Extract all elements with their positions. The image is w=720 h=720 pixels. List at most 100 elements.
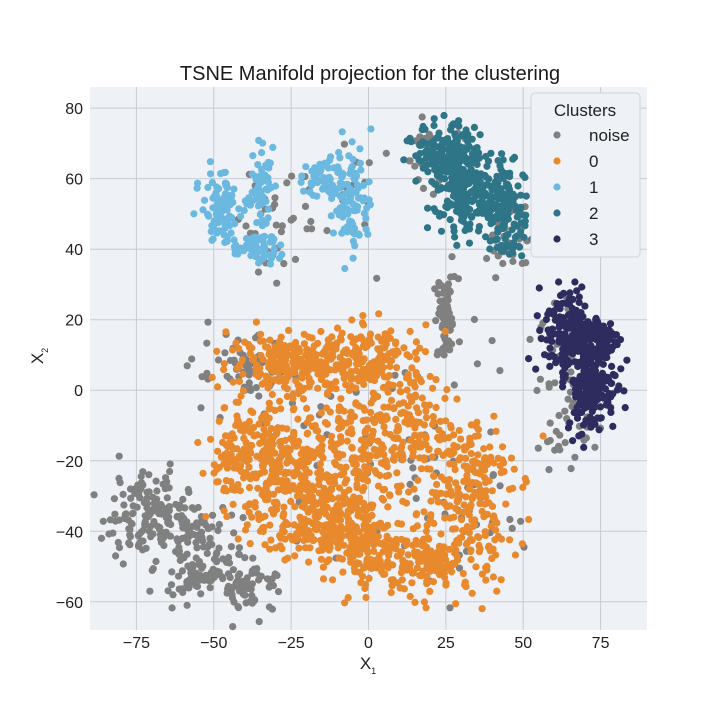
scatter-point (277, 228, 285, 236)
scatter-point (355, 402, 363, 410)
scatter-point (359, 321, 368, 329)
scatter-point (532, 365, 540, 373)
scatter-point (468, 589, 476, 597)
scatter-point (408, 579, 416, 587)
scatter-point (375, 551, 383, 559)
scatter-point (349, 155, 357, 163)
scatter-point (522, 192, 530, 200)
scatter-point (555, 411, 563, 420)
scatter-point (317, 409, 325, 417)
scatter-point (428, 488, 436, 496)
scatter-point (352, 344, 360, 352)
scatter-point (534, 444, 542, 452)
scatter-point (412, 338, 420, 346)
scatter-point (488, 487, 496, 495)
scatter-point (374, 482, 383, 490)
scatter-point (497, 165, 505, 174)
scatter-point (272, 221, 280, 229)
scatter-point (420, 598, 428, 606)
scatter-point (598, 369, 607, 377)
scatter-point (514, 182, 522, 190)
scatter-point (174, 548, 182, 556)
scatter-point (258, 149, 266, 157)
scatter-point (126, 485, 135, 493)
scatter-point (418, 555, 427, 563)
legend-label: 1 (589, 178, 598, 197)
scatter-point (286, 446, 294, 454)
scatter-point (422, 604, 430, 612)
scatter-point (205, 212, 213, 220)
scatter-point (280, 375, 288, 383)
scatter-point (249, 423, 258, 432)
scatter-point (330, 474, 338, 482)
scatter-point (421, 148, 429, 157)
scatter-point (463, 539, 471, 547)
scatter-point (256, 210, 264, 219)
scatter-point (287, 434, 295, 442)
scatter-point (111, 510, 119, 518)
scatter-point (255, 513, 263, 521)
scatter-point (459, 145, 467, 153)
scatter-point (344, 357, 353, 365)
scatter-point (327, 438, 335, 446)
scatter-point (380, 562, 388, 570)
scatter-point (567, 465, 575, 473)
scatter-point (439, 166, 447, 174)
scatter-point (518, 259, 526, 267)
scatter-point (434, 447, 442, 455)
scatter-point (257, 198, 265, 206)
scatter-point (494, 186, 503, 194)
scatter-point (478, 507, 486, 516)
x-tick-label: −50 (200, 635, 227, 652)
scatter-point (416, 375, 424, 383)
scatter-point (399, 556, 407, 565)
scatter-point (462, 454, 470, 462)
scatter-point (336, 423, 344, 432)
scatter-point (361, 406, 369, 414)
scatter-point (163, 494, 171, 502)
scatter-point (154, 522, 162, 530)
scatter-point (291, 255, 300, 263)
scatter-point (361, 343, 369, 352)
scatter-point (430, 418, 438, 426)
scatter-point (252, 370, 260, 379)
scatter-point (477, 460, 485, 469)
scatter-point (581, 371, 589, 379)
scatter-point (421, 348, 430, 356)
scatter-point (370, 417, 378, 425)
scatter-point (422, 434, 430, 442)
scatter-point (295, 390, 303, 398)
scatter-point (247, 407, 255, 415)
scatter-point (482, 189, 490, 198)
scatter-point (327, 443, 335, 451)
scatter-point (322, 474, 330, 482)
scatter-point (210, 469, 218, 477)
scatter-point (220, 366, 228, 374)
scatter-point (375, 310, 383, 318)
scatter-point (214, 526, 222, 535)
scatter-point (257, 330, 265, 338)
scatter-point (467, 154, 475, 162)
scatter-point (230, 598, 238, 606)
scatter-point (295, 528, 304, 536)
scatter-point (255, 420, 263, 428)
scatter-point (165, 513, 173, 521)
scatter-point (359, 365, 367, 373)
scatter-point (305, 558, 313, 566)
scatter-point (455, 117, 463, 125)
scatter-point (465, 511, 473, 519)
scatter-point (239, 370, 247, 378)
scatter-point (129, 502, 137, 510)
scatter-point (433, 480, 441, 489)
scatter-point (497, 576, 505, 584)
scatter-point (222, 477, 230, 485)
scatter-point (316, 498, 324, 506)
scatter-point (392, 434, 400, 442)
scatter-point (386, 362, 394, 371)
scatter-point (326, 366, 335, 374)
scatter-point (194, 438, 202, 447)
scatter-point (419, 184, 428, 192)
scatter-point (506, 536, 514, 544)
scatter-point (253, 431, 261, 439)
scatter-point (268, 390, 276, 399)
